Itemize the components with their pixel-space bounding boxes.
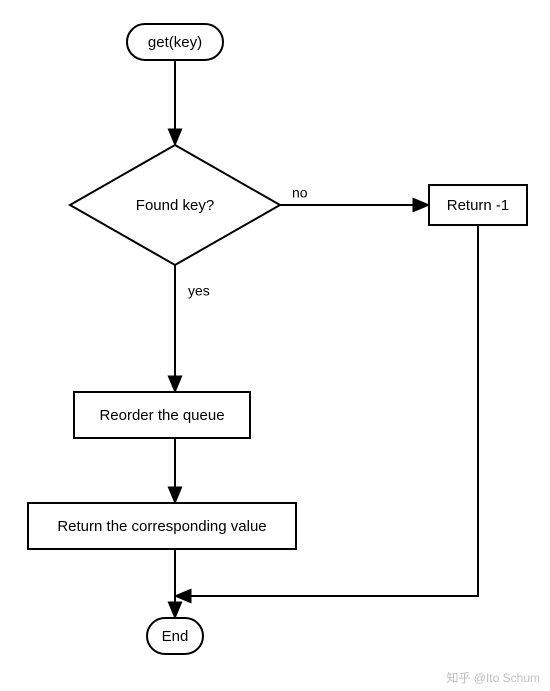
node-decision-label: Found key? — [136, 197, 214, 214]
edge-label-yes: yes — [188, 283, 210, 299]
node-end: End — [147, 618, 203, 654]
node-start: get(key) — [127, 24, 223, 60]
watermark-text: 知乎 @Ito Schum — [446, 671, 540, 685]
node-reorder: Reorder the queue — [74, 392, 250, 438]
edge-label-no: no — [292, 185, 308, 201]
node-return-val: Return the corresponding value — [28, 503, 296, 549]
node-decision: Found key? — [70, 145, 280, 265]
node-start-label: get(key) — [148, 34, 202, 51]
node-return-neg1: Return -1 — [429, 185, 527, 225]
node-end-label: End — [162, 628, 189, 645]
node-reorder-label: Reorder the queue — [99, 407, 224, 424]
nodes-group: get(key) Found key? Return -1 Reorder th… — [28, 24, 527, 654]
node-return-val-label: Return the corresponding value — [57, 518, 266, 535]
flowchart-canvas: no yes get(key) Found key? Return -1 Reo… — [0, 0, 550, 691]
node-return-neg1-label: Return -1 — [447, 197, 510, 214]
